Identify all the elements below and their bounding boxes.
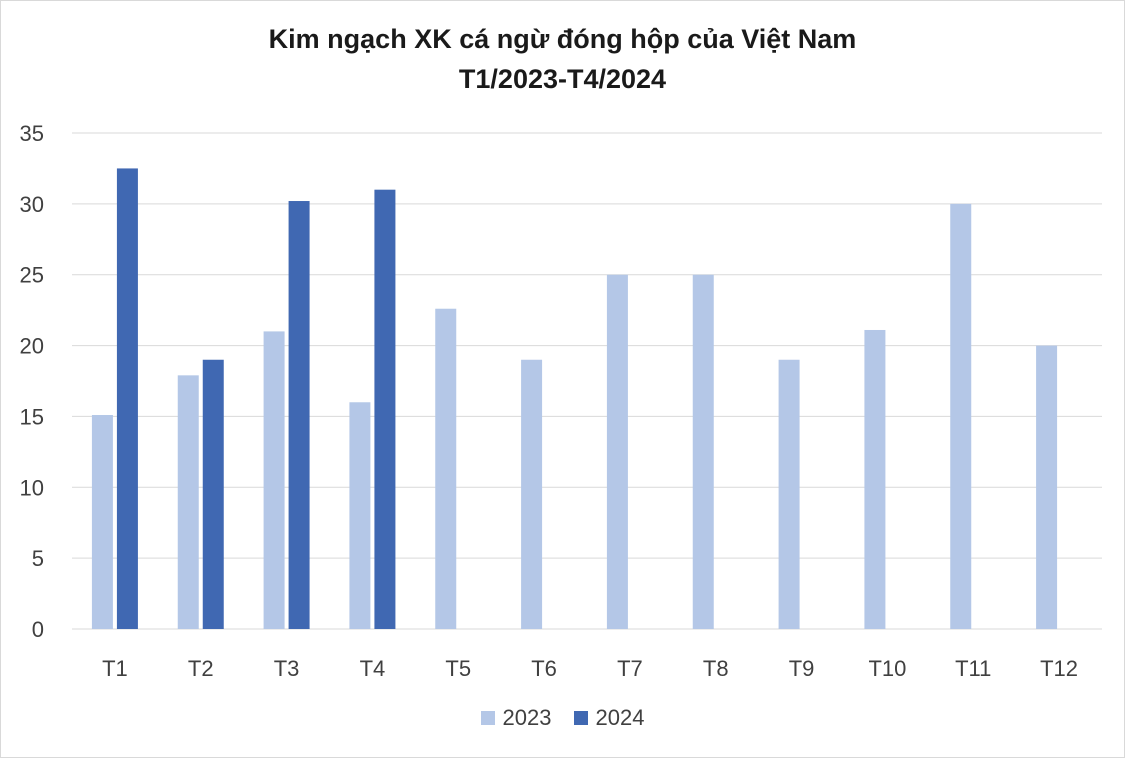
legend: 2023 2024: [0, 705, 1125, 731]
legend-swatch-2023: [480, 711, 495, 725]
bar-2023-T2: [177, 375, 199, 629]
y-tick-label: 30: [20, 192, 44, 217]
x-tick-label: T2: [188, 656, 214, 681]
bar-2023-T8: [692, 274, 714, 629]
chart-subtitle: T1/2023-T4/2024: [458, 64, 667, 94]
y-tick-label: 15: [20, 404, 44, 429]
chart-title: Kim ngạch XK cá ngừ đóng hộp của Việt Na…: [268, 24, 857, 54]
bar-2024-T4: [374, 189, 396, 629]
legend-swatch-2024: [573, 711, 588, 725]
y-tick-label: 35: [20, 121, 44, 146]
legend-label-2023: 2023: [502, 705, 552, 730]
bar-2023-T10: [864, 329, 886, 629]
x-tick-label: T5: [445, 656, 471, 681]
bar-2023-T5: [435, 308, 457, 629]
bar-2024-T3: [288, 201, 310, 629]
x-tick-label: T11: [955, 656, 991, 681]
bar-2023-T1: [91, 415, 113, 629]
y-tick-label: 0: [32, 617, 44, 642]
bar-2023-T7: [606, 274, 628, 629]
legend-label-2024: 2024: [595, 705, 645, 730]
x-tick-label: T8: [703, 656, 729, 681]
y-tick-label: 5: [32, 546, 44, 571]
x-tick-label: T3: [274, 656, 300, 681]
legend-item-2024: 2024: [573, 705, 645, 731]
x-tick-label: T9: [789, 656, 815, 681]
x-tick-label: T1: [102, 656, 128, 681]
x-tick-label: T7: [617, 656, 643, 681]
bar-2023-T4: [349, 402, 371, 629]
bar-2023-T6: [521, 359, 543, 629]
legend-item-2023: 2023: [480, 705, 552, 731]
bar-2023-T3: [263, 331, 285, 629]
x-tick-label: T10: [868, 656, 906, 681]
bar-2023-T11: [950, 203, 972, 629]
x-tick-label: T4: [360, 656, 386, 681]
x-tick-label: T6: [531, 656, 557, 681]
y-tick-label: 20: [20, 334, 44, 359]
y-tick-label: 10: [20, 475, 44, 500]
bar-2023-T9: [778, 359, 800, 629]
bar-2024-T1: [116, 168, 138, 629]
y-tick-label: 25: [20, 263, 44, 288]
bar-2024-T2: [202, 359, 224, 629]
x-tick-label: T12: [1040, 656, 1078, 681]
bar-2023-T12: [1036, 345, 1058, 629]
